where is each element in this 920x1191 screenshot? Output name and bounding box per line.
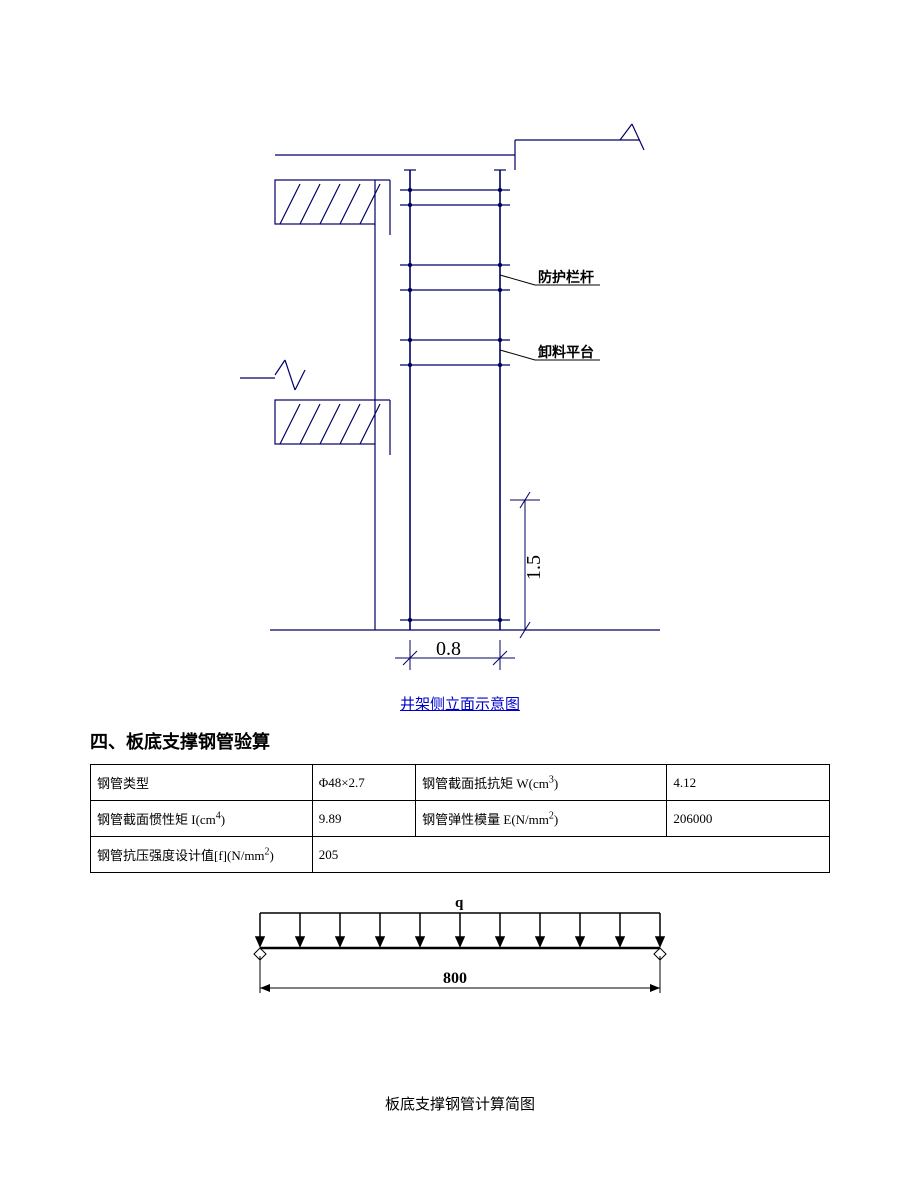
section-title: 四、板底支撑钢管验算 (90, 728, 830, 754)
cell-value: 205 (319, 847, 339, 862)
diagram1-caption: 井架侧立面示意图 (90, 693, 830, 714)
dim-height: 1.5 (523, 555, 545, 580)
annotation-platform: 卸料平台 (538, 344, 594, 360)
q-label: q (455, 895, 464, 911)
schematic-caption: 板底支撑钢管计算简图 (90, 1093, 830, 1114)
elevation-diagram: 防护栏杆 卸料平台 1.5 0.8 (240, 110, 680, 685)
cell-value: Φ48×2.7 (319, 775, 365, 790)
params-table: 钢管类型 Φ48×2.7 钢管截面抵抗矩 W(cm3) 4.12 钢管截面惯性矩… (90, 764, 830, 873)
cell-value: 4.12 (673, 775, 696, 790)
cell-label: 钢管抗压强度设计值[f](N/mm (97, 848, 265, 863)
dim-width: 0.8 (436, 638, 461, 660)
annotation-rail: 防护栏杆 (538, 269, 594, 285)
cell-label: 钢管弹性模量 E(N/mm (422, 812, 549, 827)
cell-value: 9.89 (319, 811, 342, 826)
load-schematic: q 800 (245, 893, 675, 1003)
span-label: 800 (443, 970, 467, 987)
cell-value: 206000 (673, 811, 712, 826)
cell-label: 钢管截面抵抗矩 W(cm (422, 776, 549, 791)
cell-label: 钢管截面惯性矩 I(cm (97, 812, 216, 827)
cell-label: 钢管类型 (97, 776, 149, 791)
